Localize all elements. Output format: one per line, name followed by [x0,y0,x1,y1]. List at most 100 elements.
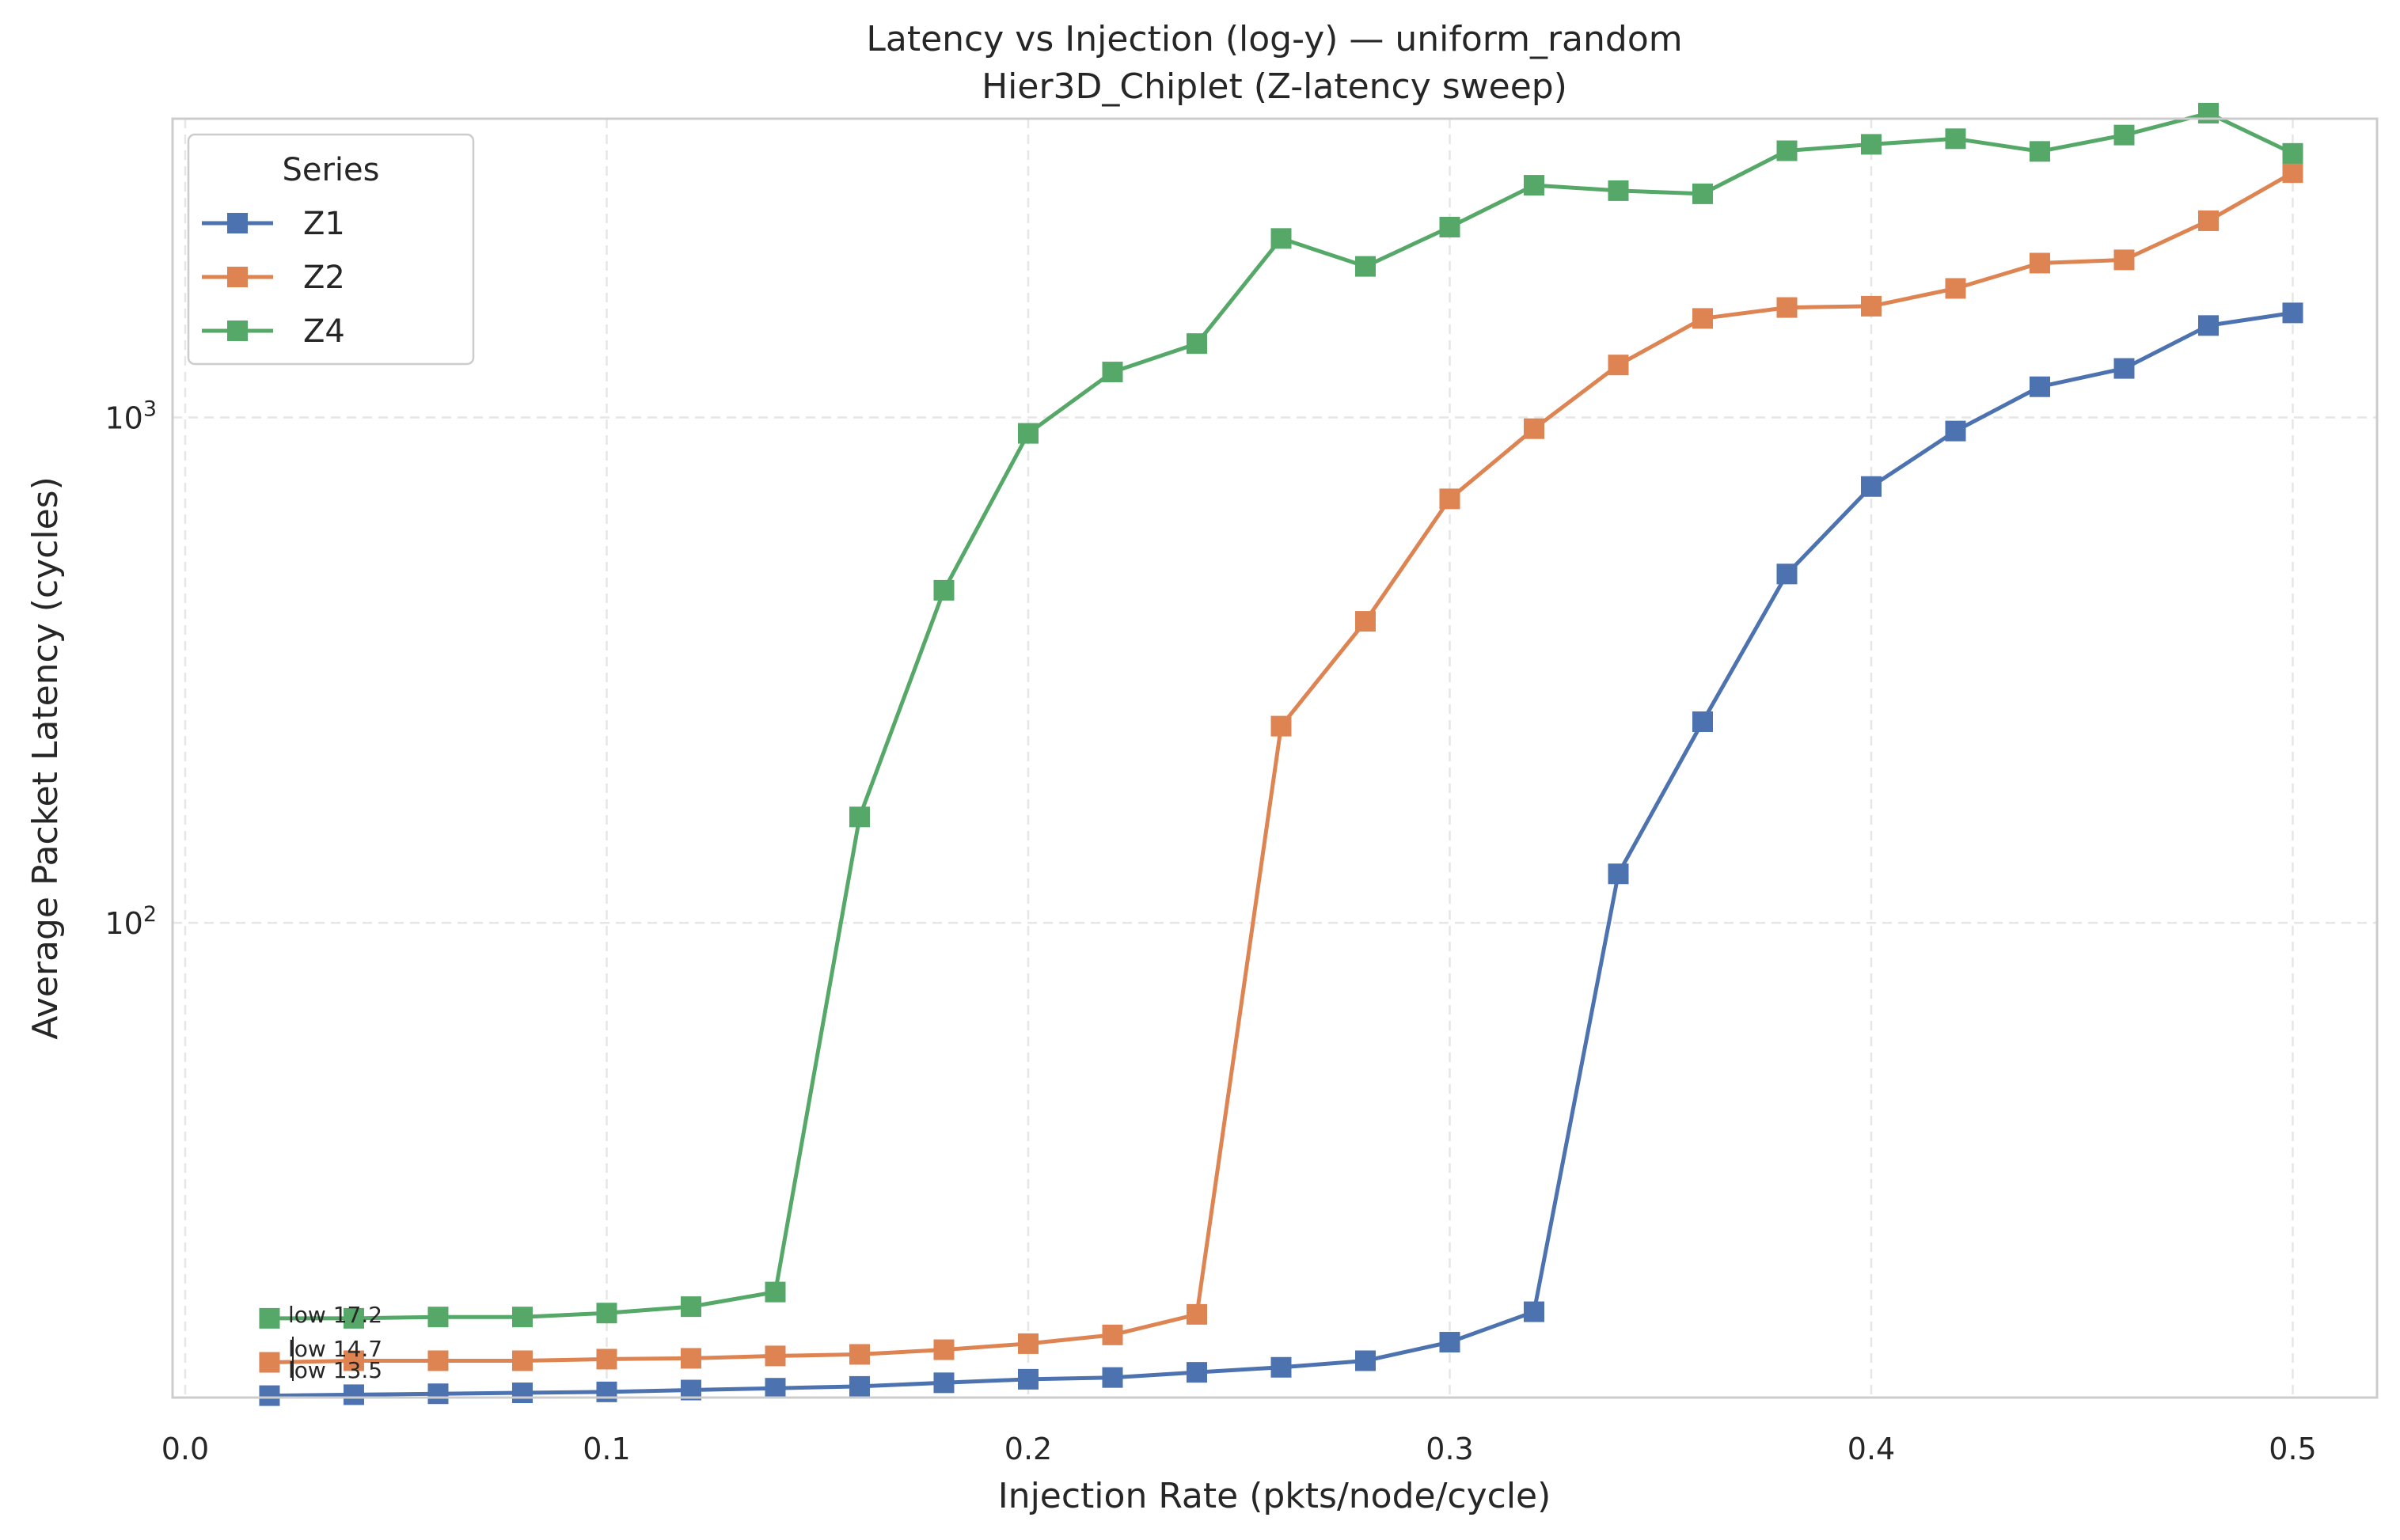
chart-title: Latency vs Injection (log-y) — uniform_r… [866,19,1682,59]
data-point-z1 [933,1372,955,1394]
data-point-z1 [1017,1368,1039,1390]
data-point-z4 [596,1303,617,1324]
data-point-z4 [933,579,955,601]
series-z1 [259,302,2303,1406]
y-tick-exponent: 3 [143,396,157,421]
data-point-z1 [2197,315,2219,336]
data-point-z1 [596,1381,617,1402]
x-tick-label: 0.0 [161,1432,209,1466]
data-point-z1 [1270,1356,1292,1378]
data-point-z1 [2282,302,2303,324]
y-axis-label: Average Packet Latency (cycles) [25,476,66,1039]
chart-subtitle: Hier3D_Chiplet (Z-latency sweep) [982,66,1567,107]
data-point-z1 [1102,1367,1123,1388]
data-point-z2 [1102,1324,1123,1345]
data-point-z2 [596,1348,617,1370]
data-point-z2 [1608,355,1629,376]
data-point-z2 [1354,611,1376,632]
x-tick-label: 0.5 [2269,1432,2316,1466]
data-point-z2 [1270,715,1292,737]
legend: Series Z1 Z2 Z4 [187,133,475,366]
x-tick-label: 0.4 [1847,1432,1895,1466]
y-tick-base: 10 [104,906,142,941]
legend-label-z1: Z1 [303,206,345,242]
data-point-z1 [2113,358,2135,379]
series-layer [259,102,2303,1406]
grid [173,119,2377,1398]
data-point-z4 [343,1307,364,1329]
data-point-z1 [2029,376,2050,397]
data-point-z4 [680,1296,701,1318]
data-point-z2 [1186,1303,1207,1325]
data-point-z1 [259,1385,280,1406]
data-point-z1 [1776,563,1798,585]
x-tick-label: 0.3 [1426,1432,1473,1466]
data-point-z4 [1608,180,1629,201]
legend-entries: Z1 Z2 Z4 [202,206,345,350]
data-point-z4 [259,1307,280,1329]
data-point-z4 [1354,256,1376,277]
data-point-z1 [1186,1362,1207,1383]
data-point-z1 [1945,420,1966,442]
data-point-z4 [511,1307,533,1328]
y-tick-base: 10 [104,400,142,435]
data-point-z2 [765,1345,786,1367]
low-annotation: low 14.7 [288,1336,382,1362]
x-tick-label: 0.1 [583,1432,630,1466]
low-annotation: low 13.5 [288,1357,382,1383]
data-point-z1 [849,1375,870,1397]
data-point-z4 [2197,102,2219,123]
low-annotation: low 17.2 [288,1302,382,1328]
legend-marker-z1 [227,213,248,233]
legend-box [187,133,475,366]
data-point-z4 [2282,142,2303,164]
data-point-z1 [1692,711,1713,732]
data-point-z1 [1523,1301,1544,1322]
data-point-z1 [1860,476,1882,497]
data-point-z4 [2029,141,2050,162]
data-point-z2 [1523,418,1544,439]
data-point-z4 [1439,216,1460,237]
series-z2 [259,162,2303,1373]
data-point-z2 [1860,295,1882,317]
data-point-z2 [933,1339,955,1360]
data-point-z1 [1354,1350,1376,1371]
data-point-z4 [1523,175,1544,196]
data-point-z4 [1102,362,1123,383]
data-point-z2 [427,1350,449,1371]
data-point-z2 [2113,249,2135,271]
plot-frame [171,117,2379,1399]
data-point-z2 [343,1350,364,1371]
legend-label-z4: Z4 [303,313,345,350]
data-point-z4 [1186,333,1207,355]
y-tick-exponent: 2 [143,902,157,927]
data-point-z2 [849,1344,870,1365]
legend-label-z2: Z2 [303,260,345,296]
legend-title: Series [282,152,379,188]
data-point-z4 [1270,228,1292,249]
data-point-z4 [1692,183,1713,204]
data-point-z1 [511,1383,533,1404]
data-point-z4 [427,1307,449,1328]
data-point-z2 [259,1352,280,1373]
y-tick-label: 103 [104,396,157,435]
data-point-z2 [1017,1333,1039,1354]
series-z4 [259,102,2303,1329]
data-point-z1 [765,1378,786,1399]
y-tick-label: 102 [104,902,157,941]
data-point-z4 [1945,128,1966,150]
legend-marker-z2 [227,267,248,287]
data-point-z2 [1945,278,1966,299]
x-tick-label: 0.2 [1004,1432,1052,1466]
data-point-z4 [1017,423,1039,444]
data-point-z2 [511,1350,533,1371]
data-point-z4 [1776,140,1798,161]
data-point-z1 [1608,863,1629,885]
legend-marker-z4 [227,321,248,341]
data-point-z1 [427,1383,449,1405]
data-point-z2 [2029,252,2050,274]
data-point-z4 [1860,134,1882,155]
data-point-z2 [1776,297,1798,318]
